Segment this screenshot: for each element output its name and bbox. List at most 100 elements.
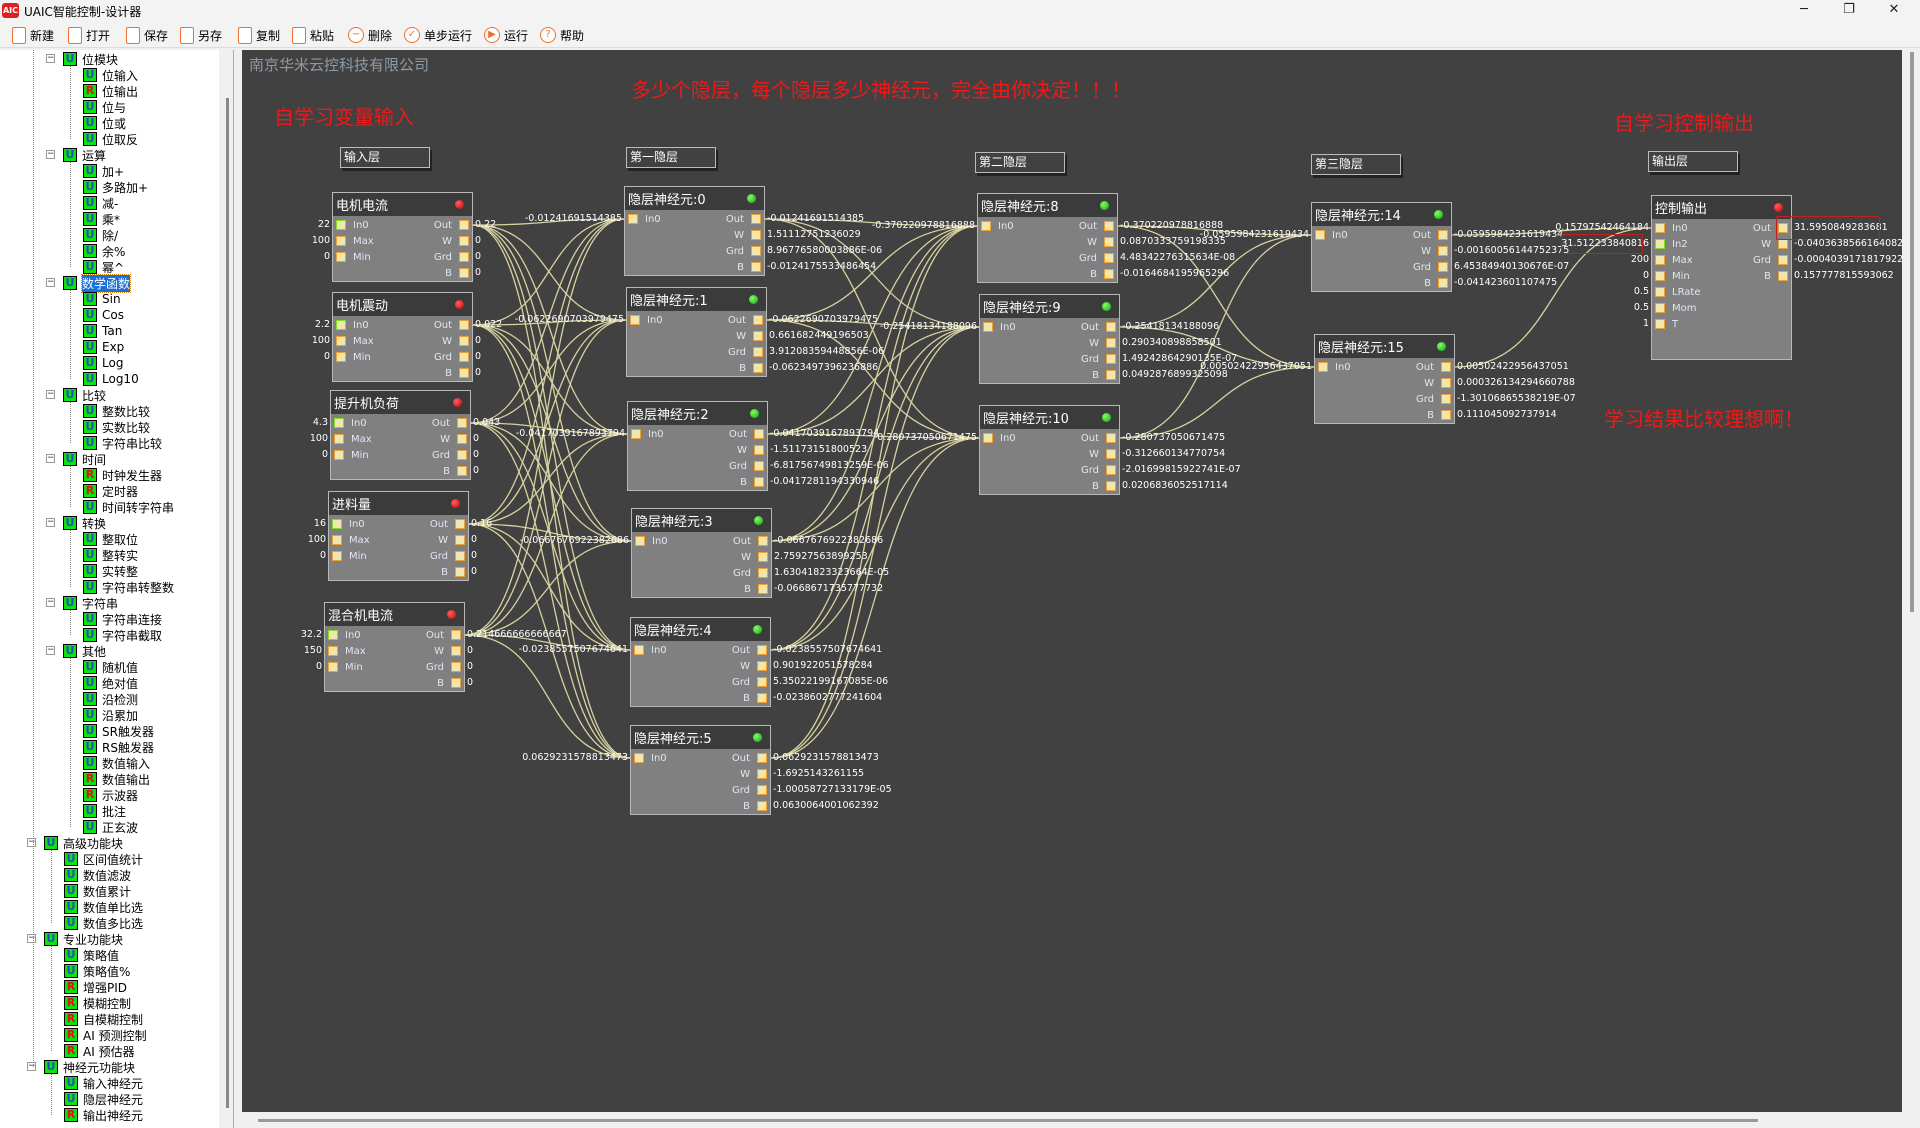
input-port[interactable] [628,214,638,224]
output-port[interactable] [757,753,767,763]
canvas-vertical-thumb[interactable] [1910,52,1914,612]
collapse-toggle[interactable]: − [46,645,55,655]
tree-group-1[interactable]: U 运算 [63,147,106,163]
output-port[interactable] [751,230,761,240]
toolbar-button-0[interactable]: 新建 [12,25,54,45]
output-port[interactable] [455,519,465,529]
output-port[interactable] [757,661,767,671]
tree-item[interactable]: U 沿累加 [83,707,138,723]
toolbar-button-3[interactable]: 另存 [180,25,222,45]
tree-item[interactable]: U 输入神经元 [64,1075,143,1091]
collapse-toggle[interactable]: − [46,597,55,607]
tree-item[interactable]: U 数值滤波 [64,867,131,883]
output-port[interactable] [1104,237,1114,247]
tree-item[interactable]: R 增强PID [64,979,127,995]
tree-item[interactable]: U 字符串截取 [83,627,162,643]
output-port[interactable] [455,567,465,577]
collapse-toggle[interactable]: − [46,53,55,63]
output-port[interactable] [1778,271,1788,281]
tree-item[interactable]: R 数值输出 [83,771,150,787]
input-port[interactable] [336,220,346,230]
tree-item[interactable]: U 位与 [83,99,126,115]
output-port[interactable] [757,693,767,703]
output-port[interactable] [1104,253,1114,263]
tree-item[interactable]: U 多路加+ [83,179,148,195]
collapse-toggle[interactable]: − [46,149,55,159]
tree-group-10[interactable]: U 神经元功能块 [44,1059,135,1075]
input-port[interactable] [334,450,344,460]
tree-item[interactable]: U 除/ [83,227,118,243]
tree-group-8[interactable]: U 高级功能块 [44,835,123,851]
output-port[interactable] [459,352,469,362]
tree-item[interactable]: U 策略值% [64,963,130,979]
input-port[interactable] [981,221,991,231]
tree-group-0[interactable]: U 位模块 [63,51,118,67]
toolbar-button-1[interactable]: 打开 [68,25,110,45]
input-port[interactable] [334,418,344,428]
tree-item[interactable]: U 乘* [83,211,120,227]
output-port[interactable] [751,262,761,272]
tree-item[interactable]: U 策略值 [64,947,119,963]
output-port[interactable] [451,678,461,688]
toolbar-button-7[interactable]: ✓ 单步运行 [404,25,472,45]
input-port[interactable] [336,336,346,346]
tree-item[interactable]: U 绝对值 [83,675,138,691]
collapse-toggle[interactable]: − [46,453,55,463]
tree-group-4[interactable]: U 时间 [63,451,106,467]
tree-group-2[interactable]: U 数学函数 [63,273,132,293]
output-port[interactable] [457,434,467,444]
output-port[interactable] [757,785,767,795]
tree-item[interactable]: R 示波器 [83,787,138,803]
layer-label[interactable]: 输出层 [1648,151,1738,172]
tree-item[interactable]: U 加+ [83,163,124,179]
tree-item[interactable]: R AI 预估器 [64,1043,135,1059]
output-port[interactable] [1106,481,1116,491]
input-port[interactable] [1655,255,1665,265]
minimize-button[interactable]: ─ [1800,2,1808,17]
tree-item[interactable]: U 区间值统计 [64,851,143,867]
tree-item[interactable]: U 位输入 [83,67,138,83]
collapse-toggle[interactable]: − [27,1061,36,1071]
input-port[interactable] [334,434,344,444]
output-port[interactable] [758,536,768,546]
node-header[interactable]: 控制输出 [1652,196,1791,219]
node-header[interactable]: 隐层神经元:9 [980,295,1119,318]
input-port[interactable] [1655,303,1665,313]
output-port[interactable] [1441,362,1451,372]
output-port[interactable] [1106,338,1116,348]
input-neuron[interactable]: 进料量 In0 Max Min Out W Grd B [328,491,469,581]
input-port[interactable] [1315,230,1325,240]
output-port[interactable] [757,645,767,655]
input-port[interactable] [1655,223,1665,233]
output-port[interactable] [1778,239,1788,249]
tree-item[interactable]: R 自模糊控制 [64,1011,143,1027]
tree-item[interactable]: U 实数比较 [83,419,150,435]
tree-item[interactable]: R 定时器 [83,483,138,499]
tree-item[interactable]: U Log10 [83,371,139,387]
toolbar-button-4[interactable]: 复制 [238,25,280,45]
tree-item[interactable]: U 数值多比选 [64,915,143,931]
output-port[interactable] [1104,221,1114,231]
tree-item[interactable]: U Tan [83,323,122,339]
layer-label[interactable]: 输入层 [340,147,430,168]
layer-label[interactable]: 第三隐层 [1311,154,1401,175]
output-port[interactable] [753,331,763,341]
output-port[interactable] [459,368,469,378]
toolbar-button-9[interactable]: ? 帮助 [540,25,584,45]
tree-item[interactable]: U 余% [83,243,125,259]
tree-item[interactable]: U 整数比较 [83,403,150,419]
input-port[interactable] [1655,239,1665,249]
output-port[interactable] [459,220,469,230]
output-port[interactable] [1441,378,1451,388]
node-header[interactable]: 隐层神经元:0 [625,187,764,210]
tree-item[interactable]: U Exp [83,339,124,355]
output-port[interactable] [457,418,467,428]
toolbar-button-2[interactable]: 保存 [126,25,168,45]
hidden-neuron[interactable]: 隐层神经元:2 In0 Out W Grd B [627,401,768,491]
design-canvas[interactable]: 南京华米云控科技有限公司 多少个隐层，每个隐层多少神经元，完全由你决定！！！ 自… [242,50,1902,1112]
output-port[interactable] [757,677,767,687]
output-neuron[interactable]: 控制输出 In0 In2 Max Min LRate Mom T Out W Grd B [1651,195,1792,360]
output-port[interactable] [1438,246,1448,256]
hidden-neuron[interactable]: 隐层神经元:0 In0 Out W Grd B [624,186,765,276]
tree-group-5[interactable]: U 转换 [63,515,106,531]
